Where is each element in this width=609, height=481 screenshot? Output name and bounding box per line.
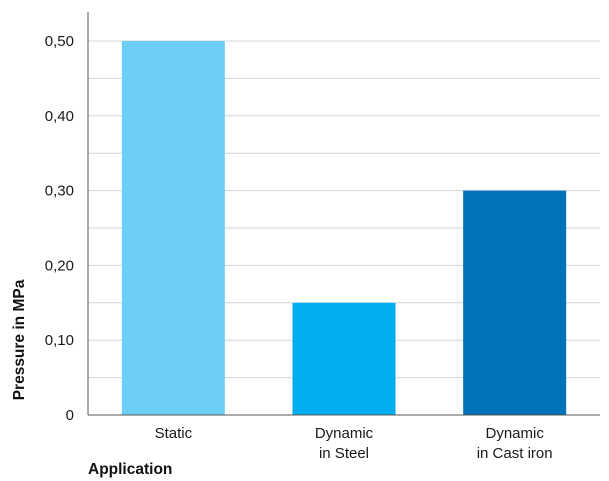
bars	[121, 41, 567, 415]
x-axis-title: Application	[88, 461, 172, 478]
y-tick-label: 0,30	[45, 183, 74, 200]
x-tick-labels: Static Dynamic in Steel Dynamic in Cast iron	[155, 425, 553, 462]
y-tick-label: 0,40	[45, 108, 74, 125]
y-tick-labels: 0 0,10 0,20 0,30 0,40 0,50	[45, 33, 74, 424]
x-tick-label: Dynamic in Cast iron	[477, 425, 553, 462]
x-tick-label: Dynamic in Steel	[315, 425, 374, 462]
y-tick-label: 0,10	[45, 332, 74, 349]
y-tick-label: 0	[66, 407, 74, 424]
y-axis-title: Pressure in MPa	[11, 279, 28, 400]
y-tick-label: 0,50	[45, 33, 74, 50]
bar	[121, 41, 225, 415]
bar	[463, 190, 567, 415]
y-tick-label: 0,20	[45, 257, 74, 274]
bar	[292, 302, 396, 415]
x-tick-label: Static	[155, 425, 193, 442]
